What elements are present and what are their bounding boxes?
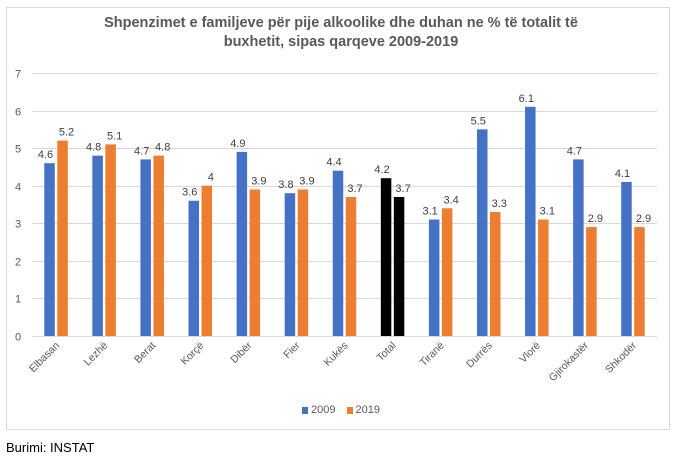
- bar-2019-Durrës: [489, 212, 501, 336]
- bar-2009-Shkodër: [621, 181, 632, 336]
- bar-2019-Lezhë: [105, 144, 116, 336]
- data-label: 4.8: [86, 142, 101, 154]
- data-label: 2.9: [636, 213, 651, 225]
- chart-legend: 2009 2019: [0, 404, 682, 417]
- data-label: 3.9: [251, 175, 266, 187]
- y-tick-label: 6: [15, 107, 21, 119]
- legend-item-2019: 2019: [346, 404, 381, 416]
- x-tick-label: Berat: [132, 340, 158, 366]
- x-tick-label: Tiranë: [418, 340, 447, 369]
- bar-2009-Lezhë: [92, 155, 103, 336]
- data-label: 4.1: [615, 168, 630, 180]
- y-tick-label: 7: [15, 69, 21, 81]
- bar-2009-Vlorë: [525, 106, 536, 336]
- data-label: 6.1: [519, 93, 534, 105]
- y-tick-label: 5: [15, 144, 21, 156]
- legend-label-2019: 2019: [355, 404, 381, 416]
- bar-2009-Kukës: [332, 170, 344, 336]
- x-tick-label: Lezhë: [82, 340, 111, 369]
- data-label: 3.9: [299, 175, 314, 187]
- data-label: 4.7: [567, 145, 582, 157]
- x-tick-label: Dibër: [228, 339, 255, 366]
- y-tick-label: 0: [15, 332, 21, 344]
- data-label: 4.8: [155, 142, 170, 154]
- data-label: 5.5: [471, 115, 486, 127]
- bar-2019-Fier: [297, 189, 309, 336]
- data-label: 3.7: [395, 183, 410, 195]
- data-label: 4.9: [230, 138, 245, 150]
- data-label: 4.7: [134, 145, 149, 157]
- legend-item-2009: 2009: [301, 404, 336, 416]
- bar-2019-Shkodër: [634, 227, 645, 336]
- bar-2009-Korçë: [188, 200, 200, 336]
- bar-2009-Tiranë: [428, 219, 440, 336]
- data-label: 2.9: [588, 213, 603, 225]
- data-label: 3.1: [540, 206, 555, 218]
- x-tick-label: Kukës: [321, 340, 350, 369]
- legend-label-2009: 2009: [310, 404, 336, 416]
- x-tick-label: Vlorë: [517, 340, 543, 366]
- x-tick-label: Durrës: [464, 340, 495, 371]
- legend-swatch-2019: [346, 406, 353, 414]
- x-tick-label: Total: [375, 340, 399, 364]
- bar-2009-Gjirokastër: [573, 159, 584, 336]
- bar-2019-Berat: [153, 155, 164, 336]
- bar-2019-Total: [393, 196, 405, 336]
- bar-2019-Dibër: [249, 189, 261, 336]
- y-tick-label: 1: [15, 294, 21, 306]
- data-label: 3.7: [347, 183, 362, 195]
- bar-2019-Gjirokastër: [586, 227, 597, 336]
- bar-2009-Total: [380, 178, 392, 336]
- chart-title-line-2: buxhetit, sipas qarqeve 2009-2019: [223, 34, 459, 50]
- data-label: 4.6: [38, 149, 53, 161]
- bar-2019-Vlorë: [538, 219, 549, 336]
- data-label: 4: [208, 172, 214, 184]
- data-label: 4.2: [374, 164, 389, 176]
- bar-2019-Korçë: [201, 185, 213, 336]
- bar-2019-Kukës: [345, 196, 357, 336]
- x-tick-label: Korçë: [179, 340, 207, 368]
- x-tick-label: Shkodër: [603, 339, 639, 375]
- bar-2009-Elbasan: [44, 163, 55, 336]
- x-tick-label: Elbasan: [27, 340, 62, 375]
- y-tick-label: 4: [15, 182, 21, 194]
- bar-2019-Elbasan: [57, 140, 68, 336]
- x-tick-label: Fier: [281, 339, 303, 361]
- x-tick-label: Gjirokastër: [547, 339, 592, 384]
- bar-2019-Tiranë: [441, 208, 453, 336]
- data-label: 5.1: [107, 130, 122, 142]
- data-label: 3.4: [444, 194, 459, 206]
- bar-2009-Berat: [140, 159, 151, 336]
- data-label: 3.3: [492, 198, 507, 210]
- source-note: Burimi: INSTAT: [6, 440, 95, 455]
- data-label: 3.1: [423, 206, 438, 218]
- bar-2009-Dibër: [236, 151, 248, 336]
- chart-title-line-1: Shpenzimet e familjeve për pije alkoolik…: [104, 15, 578, 31]
- legend-swatch-2009: [301, 406, 308, 414]
- data-label: 5.2: [59, 127, 74, 139]
- bar-2009-Fier: [284, 193, 296, 336]
- data-label: 4.4: [326, 157, 341, 169]
- y-tick-label: 3: [15, 219, 21, 231]
- chart-title: Shpenzimet e familjeve për pije alkoolik…: [0, 14, 682, 52]
- bar-2009-Durrës: [476, 129, 488, 336]
- y-tick-label: 2: [15, 257, 21, 269]
- data-label: 3.8: [278, 179, 293, 191]
- data-label: 3.6: [182, 187, 197, 199]
